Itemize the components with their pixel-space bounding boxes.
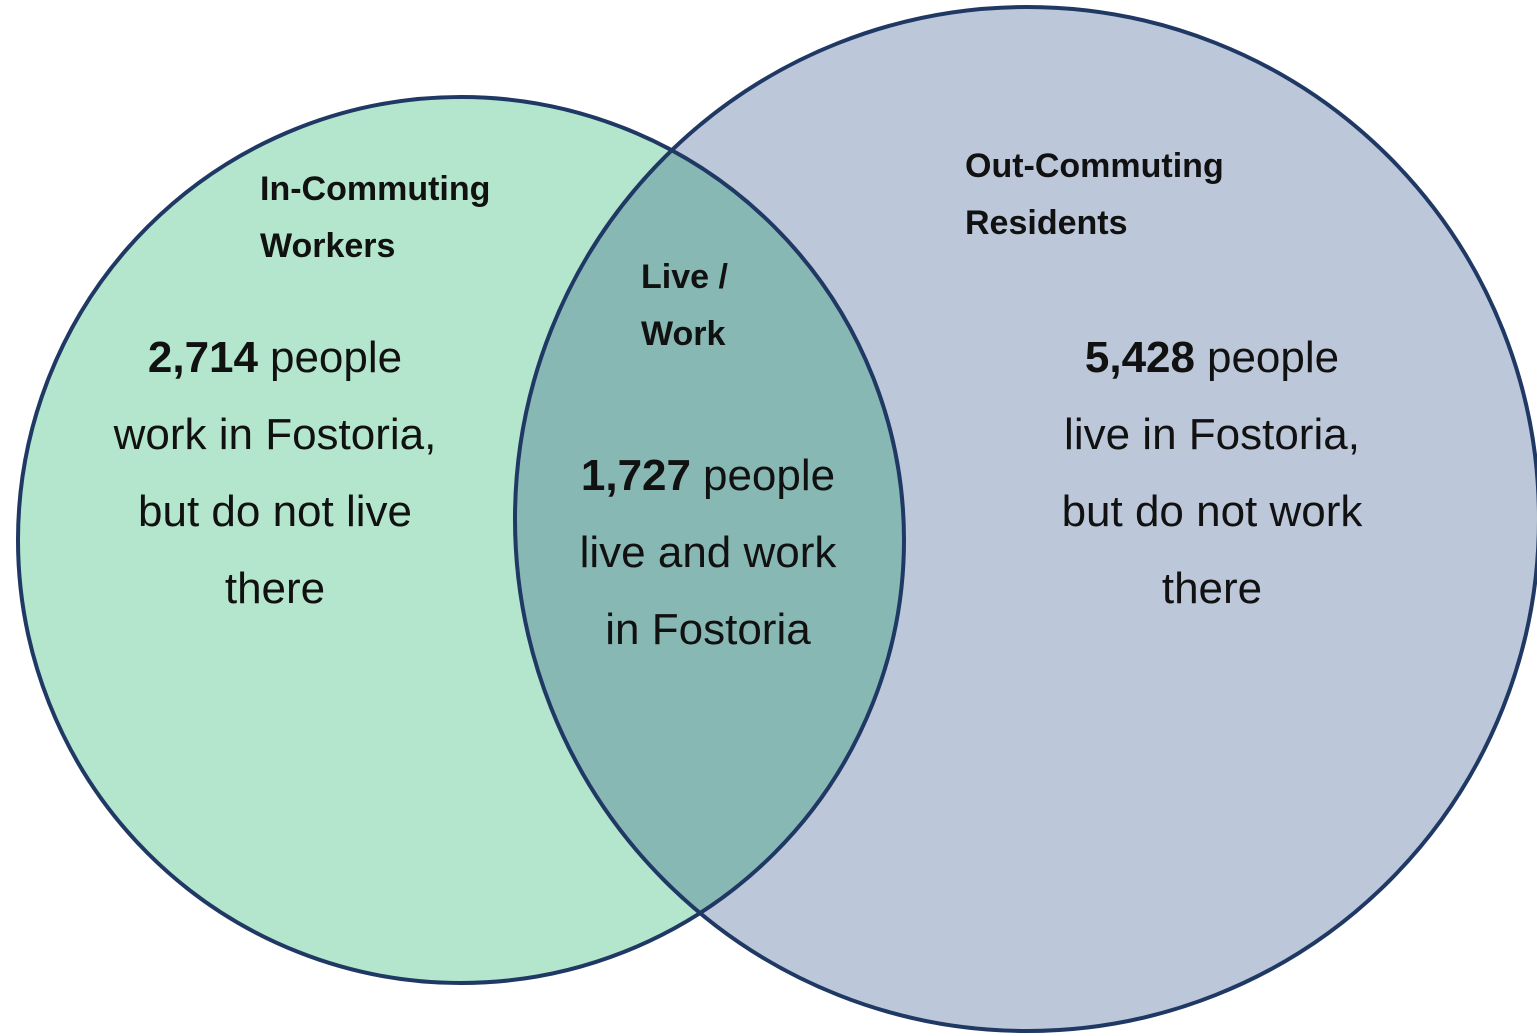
region-title: In-Commuting: [260, 170, 490, 208]
region-title: Workers: [260, 227, 395, 265]
description-line: in Fostoria: [605, 605, 811, 654]
overlap-region: [515, 97, 904, 983]
count-line: 2,714 people: [148, 333, 402, 382]
in-commuting-outline: [16, 95, 906, 985]
count-unit: people: [1207, 333, 1339, 382]
region-title: Work: [641, 315, 725, 353]
description-line: live and work: [580, 528, 838, 577]
description-line: but do not work: [1062, 487, 1364, 536]
description-line: but do not live: [138, 487, 412, 536]
count-line: 5,428 people: [1085, 333, 1339, 382]
count-unit: people: [703, 451, 835, 500]
description-line: there: [1162, 564, 1262, 613]
description-line: there: [225, 564, 325, 613]
count: 2,714: [148, 333, 259, 382]
count: 5,428: [1085, 333, 1195, 382]
region-title: Residents: [965, 204, 1128, 242]
region-title: Out-Commuting: [965, 147, 1224, 185]
description-line: live in Fostoria,: [1064, 410, 1360, 459]
description-line: work in Fostoria,: [113, 410, 437, 459]
count: 1,727: [581, 451, 691, 500]
region-title: Live /: [641, 258, 728, 296]
count-line: 1,727 people: [581, 451, 835, 500]
count-unit: people: [270, 333, 402, 382]
out-commuting-outline: [513, 5, 1537, 1033]
